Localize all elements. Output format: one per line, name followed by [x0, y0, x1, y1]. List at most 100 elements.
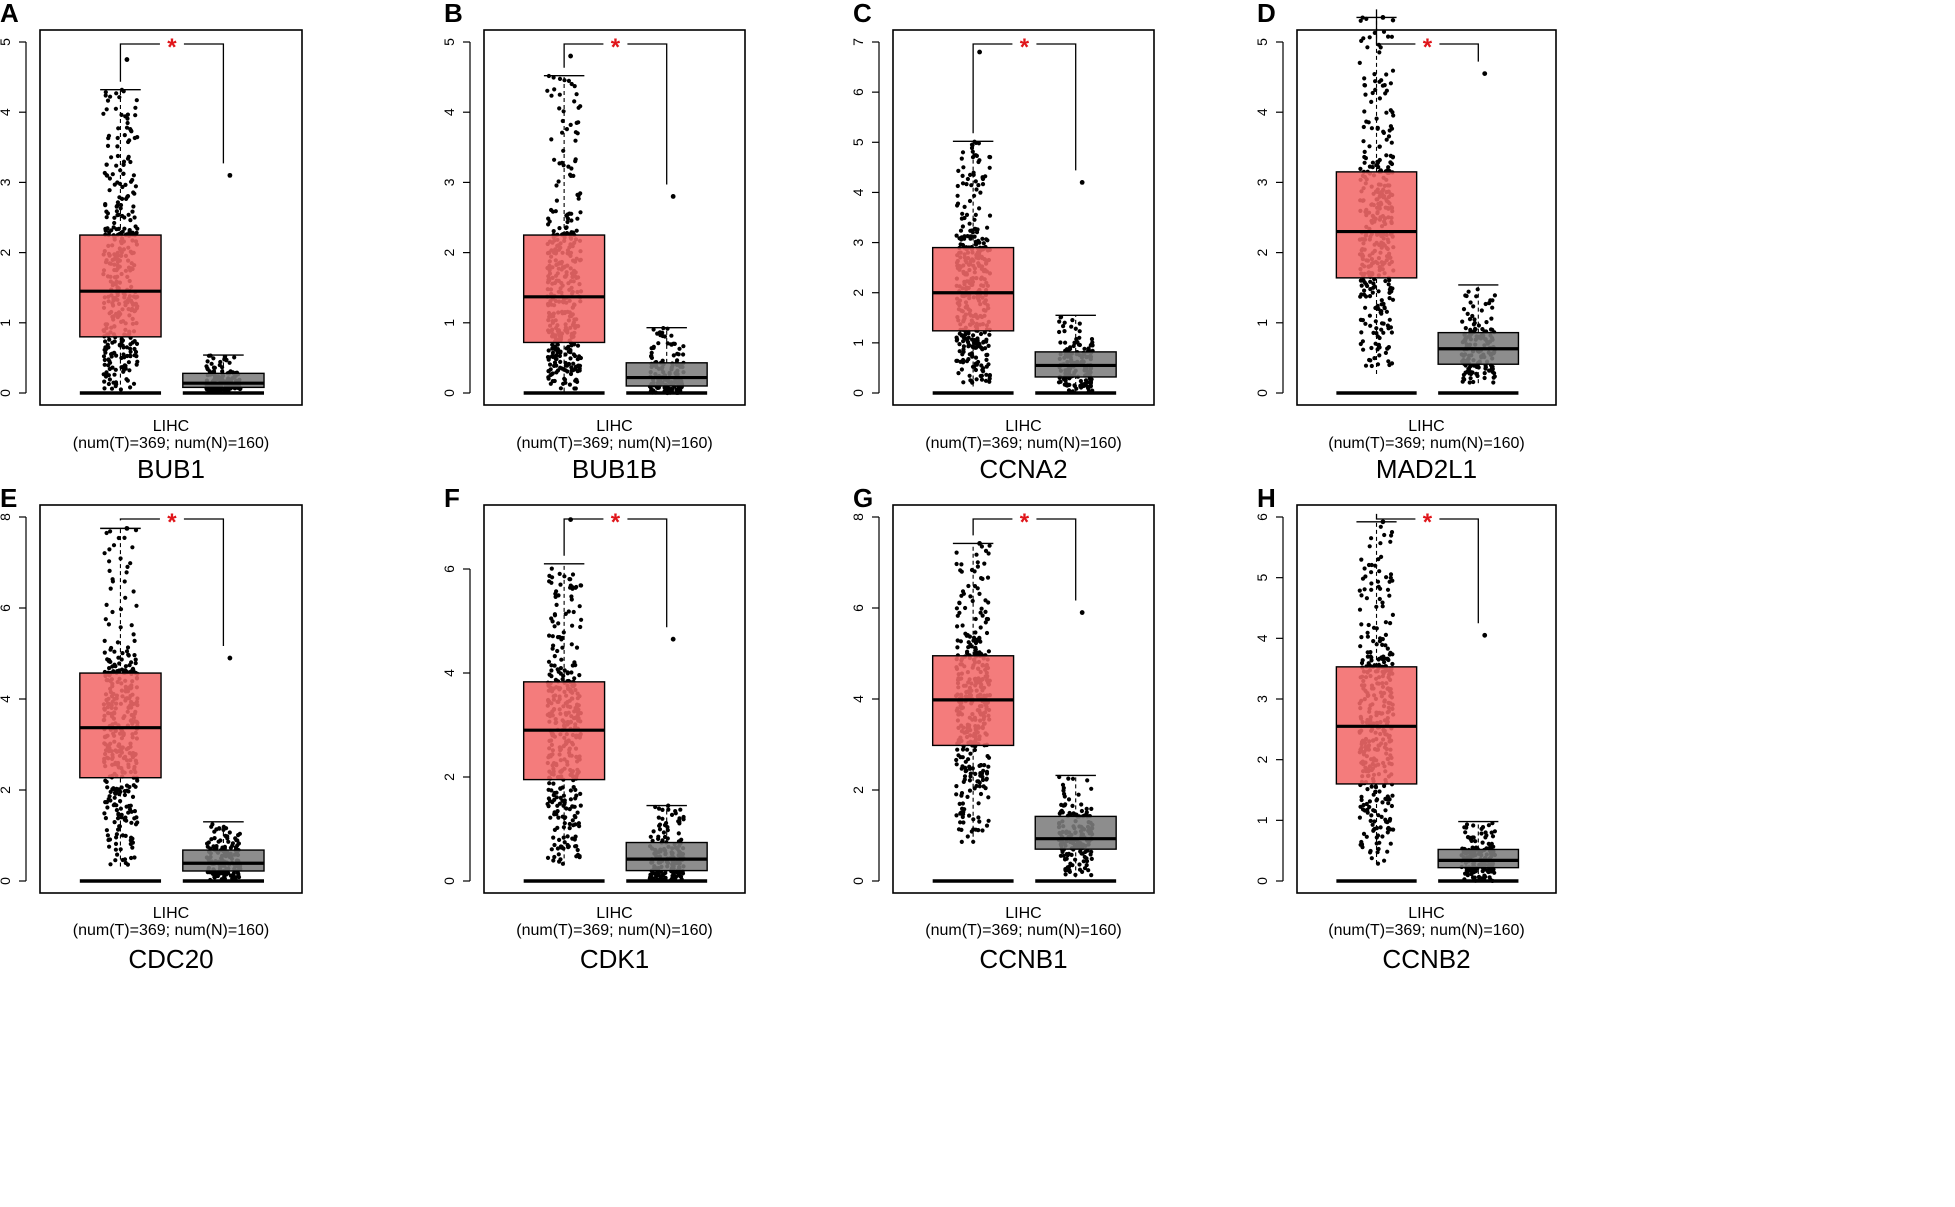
tumor-point [960, 224, 966, 229]
normal-point [1086, 868, 1091, 873]
normal-point [1471, 304, 1476, 309]
tumor-point [126, 810, 131, 815]
tumor-point [133, 105, 138, 110]
tumor-point [569, 642, 574, 647]
y-tick-label: 5 [441, 38, 457, 46]
tumor-point [980, 236, 985, 241]
tumor-point [554, 602, 559, 608]
y-tick-label: 3 [850, 238, 866, 246]
normal-point [1088, 852, 1093, 857]
tumor-point [958, 242, 963, 247]
tumor-point [573, 157, 578, 162]
y-tick-label: 1 [441, 319, 457, 327]
normal-point [212, 829, 217, 834]
normal-point [1486, 841, 1491, 847]
y-tick-label: 6 [441, 565, 457, 573]
tumor-point [110, 172, 115, 177]
tumor-point [572, 99, 577, 104]
tumor-point [974, 345, 979, 350]
tumor-point [1388, 572, 1394, 577]
tumor-max-point [977, 49, 982, 55]
tumor-point [101, 111, 106, 116]
tumor-point [1365, 630, 1370, 635]
tumor-point [105, 657, 110, 662]
tumor-point [573, 386, 578, 391]
tumor-point [1357, 588, 1362, 593]
normal-point [1489, 316, 1494, 321]
normal-iqr-box [625, 841, 708, 872]
tumor-point [104, 530, 109, 536]
tumor-point [1365, 654, 1370, 659]
tumor-point [1374, 841, 1379, 846]
tumor-point [116, 655, 121, 660]
tumor-point [127, 807, 133, 812]
tumor-point [1359, 622, 1364, 627]
tumor-point [120, 213, 125, 219]
significance-star: * [1423, 34, 1433, 61]
tumor-point [578, 210, 583, 215]
tumor-point [134, 98, 139, 103]
tumor-point [957, 600, 962, 605]
tumor-point [986, 551, 991, 556]
tumor-point [577, 673, 582, 678]
y-tick-label: 2 [850, 289, 866, 297]
tumor-point [954, 358, 959, 363]
tumor-point [550, 346, 555, 351]
normal-iqr-box [182, 372, 265, 389]
tumor-point [1385, 587, 1391, 592]
tumor-point [112, 820, 117, 825]
tumor-point [128, 346, 133, 351]
tumor-point [973, 648, 978, 653]
normal-point [1061, 785, 1066, 791]
tumor-point [1362, 149, 1367, 154]
tumor-point [1379, 554, 1384, 560]
tumor-point [970, 149, 975, 154]
tumor-point [116, 226, 121, 231]
tumor-point [107, 844, 112, 849]
normal-point [1460, 319, 1465, 324]
tumor-point [569, 368, 574, 373]
normal-point [664, 821, 669, 826]
tumor-point [973, 771, 978, 777]
normal-point [212, 836, 217, 841]
tumor-point [132, 353, 137, 358]
significance-star: * [1423, 509, 1433, 536]
tumor-point [1370, 90, 1375, 96]
tumor-point [107, 337, 112, 342]
tumor-point [134, 603, 139, 608]
normal-point [211, 844, 216, 849]
tumor-point [1389, 34, 1394, 39]
normal-point [651, 829, 656, 834]
tumor-point [1388, 621, 1393, 626]
tumor-point [961, 812, 966, 817]
tumor-point [102, 362, 107, 367]
tumor-point [546, 357, 551, 362]
tumor-point [955, 638, 960, 643]
normal-point [1063, 872, 1068, 877]
tumor-point [555, 667, 560, 672]
tumor-point [1365, 787, 1370, 792]
tumor-point [563, 611, 568, 617]
normal-point [1463, 830, 1468, 835]
tumor-point [133, 113, 138, 118]
normal-point [1471, 379, 1476, 385]
tumor-point [114, 832, 119, 837]
normal-point [1077, 867, 1083, 872]
tumor-point [134, 230, 139, 235]
tumor-point [1376, 662, 1381, 668]
normal-point [1089, 337, 1095, 342]
normal-point [1490, 305, 1495, 310]
tumor-point [954, 757, 959, 763]
tumor-point [548, 815, 553, 820]
normal-point [1062, 803, 1067, 808]
y-tick-label: 0 [1254, 389, 1270, 397]
tumor-point [1390, 661, 1395, 667]
tumor-point [1374, 835, 1379, 840]
tumor-point [955, 201, 961, 206]
tumor-point [1369, 587, 1374, 592]
normal-point [1077, 321, 1082, 326]
tumor-point [967, 198, 973, 204]
sample-size-label: (num(T)=369; num(N)=160) [73, 922, 270, 939]
tumor-point [964, 182, 969, 187]
plot-frame [1296, 504, 1557, 894]
